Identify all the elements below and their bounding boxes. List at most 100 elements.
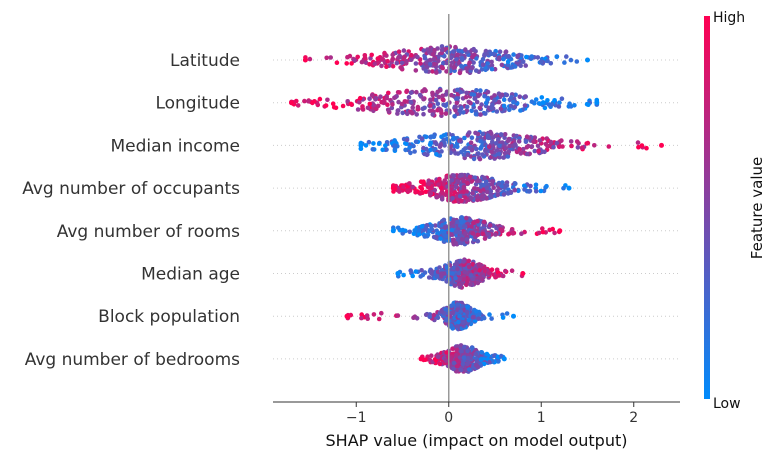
shap-point	[518, 63, 523, 68]
shap-point	[464, 309, 470, 315]
shap-point	[489, 149, 494, 155]
shap-point	[439, 64, 445, 70]
shap-point	[473, 111, 479, 117]
shap-point	[450, 223, 456, 229]
shap-point	[439, 195, 445, 200]
shap-point	[489, 316, 494, 321]
shap-point	[479, 194, 485, 199]
shap-point	[422, 151, 428, 157]
shap-point	[458, 367, 464, 373]
shap-point	[366, 139, 372, 145]
shap-point	[474, 146, 479, 152]
shap-point	[556, 104, 562, 109]
shap-point	[355, 107, 361, 112]
shap-point	[636, 144, 641, 150]
shap-point	[564, 54, 569, 59]
shap-point	[454, 357, 459, 363]
shap-point	[394, 60, 400, 66]
shap-point	[469, 135, 475, 140]
shap-point	[529, 54, 534, 59]
shap-point	[434, 70, 439, 75]
shap-point	[504, 183, 510, 188]
shap-point	[454, 347, 460, 353]
shap-point	[549, 102, 555, 107]
shap-point	[475, 178, 480, 184]
shap-point	[523, 139, 529, 145]
shap-point	[423, 68, 429, 74]
shap-point	[475, 280, 481, 286]
shap-point	[442, 178, 448, 183]
shap-point	[466, 264, 472, 270]
shap-point	[487, 359, 492, 365]
shap-point	[414, 89, 419, 95]
shap-point	[477, 105, 483, 111]
shap-point	[441, 137, 447, 143]
shap-point	[450, 220, 456, 225]
shap-point	[536, 149, 541, 154]
shap-point	[469, 224, 474, 229]
shap-point	[455, 324, 460, 329]
shap-point	[408, 268, 414, 273]
shap-point	[538, 59, 544, 65]
shap-point	[418, 61, 423, 66]
shap-point	[430, 112, 436, 117]
shap-point	[404, 59, 409, 64]
shap-point	[429, 226, 434, 232]
shap-point	[451, 173, 457, 178]
shap-point	[490, 179, 496, 184]
shap-point	[413, 68, 419, 73]
shap-point	[464, 361, 470, 367]
shap-point	[542, 149, 547, 155]
shap-point	[459, 105, 464, 111]
shap-point	[439, 47, 445, 53]
shap-point	[542, 105, 548, 111]
shap-point	[479, 350, 485, 355]
shap-point	[439, 110, 444, 116]
shap-point	[451, 135, 456, 141]
x-tick-label: −1	[346, 410, 367, 426]
shap-point	[532, 148, 538, 154]
shap-point	[380, 147, 386, 153]
shap-point	[471, 156, 477, 162]
shap-point	[302, 98, 307, 104]
shap-point	[363, 143, 369, 148]
feature-label: Median income	[110, 136, 240, 156]
shap-point	[478, 357, 484, 362]
shap-point	[533, 188, 539, 194]
shap-point	[533, 97, 539, 102]
shap-point	[433, 223, 438, 228]
shap-point	[453, 240, 459, 246]
shap-point	[461, 184, 467, 190]
shap-point	[476, 151, 481, 156]
shap-point	[404, 141, 409, 146]
shap-point	[360, 104, 365, 109]
shap-point	[449, 178, 455, 183]
shap-point	[511, 99, 516, 105]
shap-point	[455, 219, 460, 225]
shap-point	[408, 99, 414, 105]
shap-point	[401, 184, 406, 190]
shap-point	[459, 198, 464, 204]
shap-point	[385, 107, 391, 113]
shap-point	[529, 144, 535, 149]
shap-point	[370, 147, 376, 152]
shap-point	[424, 146, 429, 152]
shap-point	[439, 271, 444, 277]
shap-point	[496, 358, 501, 364]
shap-point	[463, 195, 468, 200]
shap-point	[392, 147, 398, 152]
shap-point	[426, 181, 432, 186]
shap-point	[457, 282, 463, 287]
shap-point	[502, 135, 507, 140]
shap-point	[434, 234, 439, 240]
shap-point	[569, 143, 574, 149]
shap-point	[435, 101, 441, 106]
shap-point	[552, 98, 557, 103]
shap-point	[359, 312, 365, 317]
shap-point	[459, 215, 465, 220]
shap-point	[344, 61, 350, 66]
shap-point	[444, 60, 450, 66]
x-axis: −1 0 1 2	[273, 401, 680, 426]
shap-point	[438, 87, 443, 93]
shap-point	[454, 100, 460, 106]
